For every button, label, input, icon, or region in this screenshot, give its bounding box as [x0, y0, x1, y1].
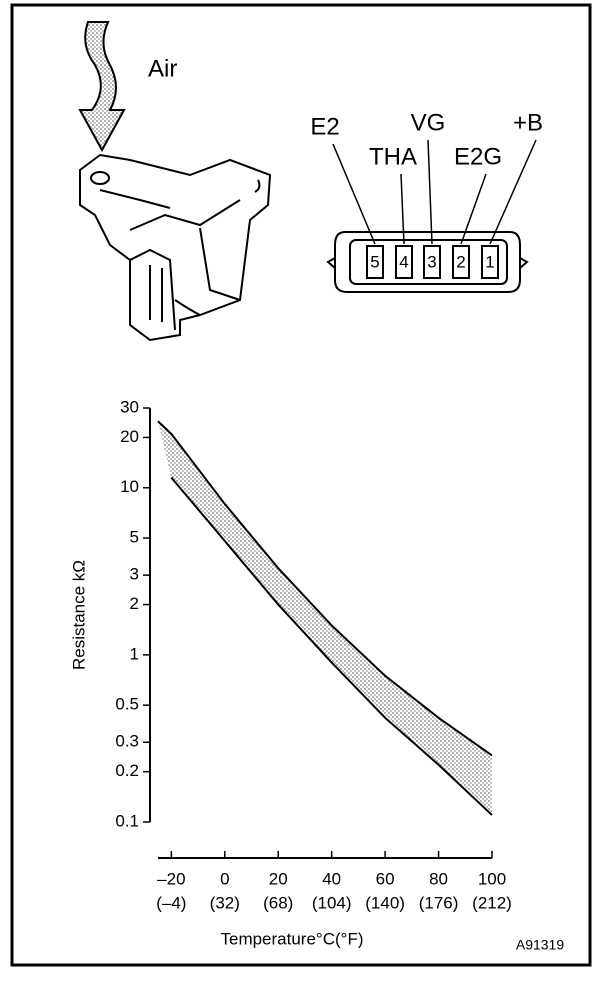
x-tick-label: 60 — [376, 869, 395, 888]
figure-id: A91319 — [516, 937, 564, 953]
x-tick-label: –20 — [157, 869, 185, 888]
pin — [366, 245, 384, 279]
leader-line — [332, 143, 376, 245]
pin — [395, 245, 413, 279]
pin-number: 4 — [399, 252, 408, 271]
pin-label: E2G — [454, 143, 502, 170]
leader-line — [489, 139, 537, 245]
leader-line — [460, 173, 487, 245]
y-tick-label: 5 — [130, 528, 139, 547]
x-tick-label-fahrenheit: (212) — [472, 893, 512, 912]
y-tick-label: 2 — [130, 594, 139, 613]
x-tick-label: 100 — [478, 869, 506, 888]
pin-number: 5 — [370, 252, 379, 271]
tolerance-band — [158, 421, 492, 816]
connector — [326, 231, 529, 293]
x-axis-label: Temperature°C(°F) — [220, 929, 363, 948]
pin-label: E2 — [310, 113, 339, 140]
x-tick-label: 40 — [322, 869, 341, 888]
leader-line — [400, 173, 405, 245]
y-tick-label: 3 — [130, 565, 139, 584]
y-tick-label: 0.2 — [115, 761, 139, 780]
y-axis-label: Resistance kΩ — [69, 560, 88, 670]
pin-number: 1 — [485, 252, 494, 271]
resistance-curve — [157, 420, 493, 757]
y-tick-label: 0.5 — [115, 695, 139, 714]
air-flow-meter — [79, 153, 272, 342]
leader-line — [427, 139, 433, 245]
x-tick-label: 80 — [429, 869, 448, 888]
x-tick-label-fahrenheit: (176) — [419, 893, 459, 912]
x-tick-label-fahrenheit: (104) — [312, 893, 352, 912]
x-tick-label-fahrenheit: (68) — [263, 893, 293, 912]
x-tick-label: 0 — [220, 869, 229, 888]
pin — [481, 245, 499, 279]
frame — [10, 3, 592, 967]
pin-label: THA — [369, 143, 417, 170]
resistance-curve — [170, 476, 493, 816]
y-tick-label: 20 — [120, 427, 139, 446]
y-tick-label: 30 — [120, 397, 139, 416]
pin — [423, 245, 441, 279]
y-tick-label: 0.3 — [115, 732, 139, 751]
pin-number: 3 — [427, 252, 436, 271]
y-tick-label: 0.1 — [115, 811, 139, 830]
pin — [452, 245, 470, 279]
pin-label: +B — [513, 109, 543, 136]
x-tick-label: 20 — [269, 869, 288, 888]
air-label: Air — [148, 55, 177, 82]
pin-label: VG — [411, 109, 446, 136]
y-tick-label: 1 — [130, 644, 139, 663]
y-tick-label: 10 — [120, 477, 139, 496]
air-arrow — [78, 21, 126, 153]
x-tick-label-fahrenheit: (–4) — [156, 893, 186, 912]
x-tick-label-fahrenheit: (32) — [210, 893, 240, 912]
x-tick-label-fahrenheit: (140) — [365, 893, 405, 912]
pin-number: 2 — [456, 252, 465, 271]
